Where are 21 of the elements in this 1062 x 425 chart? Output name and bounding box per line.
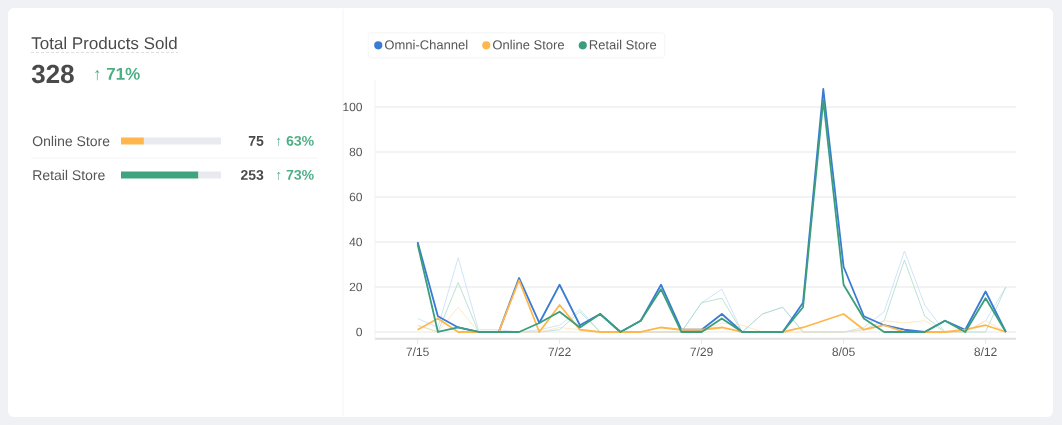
text: ↑ 63%	[277, 135, 314, 147]
x-tick-label: 7/29	[690, 347, 713, 357]
x-tick-label: 7/22	[548, 347, 571, 357]
y-tick-label: 80	[349, 147, 363, 157]
text: ↑ 71%	[95, 67, 140, 81]
x-tick-label: 8/05	[832, 347, 855, 357]
text: ↑ 73%	[277, 169, 314, 181]
y-tick-label: 20	[349, 282, 363, 292]
y-tick-label: 40	[349, 237, 363, 247]
chart-subtitle: 328	[31, 64, 74, 84]
chart-title: Total Products Sold	[31, 36, 177, 50]
y-tick-label: 60	[349, 192, 363, 202]
data-label: 253	[240, 170, 264, 180]
x-tick-label: 7/15	[406, 347, 429, 357]
x-tick-label: 8/12	[974, 347, 997, 357]
y-tick-label: 100	[343, 102, 363, 112]
data-label: 75	[248, 136, 264, 146]
legend-label: Retail Store	[589, 39, 657, 50]
y-tick-label: 0	[356, 327, 363, 337]
legend-label: Omni-Channel	[384, 39, 468, 50]
legend-label: Online Store	[492, 39, 565, 50]
